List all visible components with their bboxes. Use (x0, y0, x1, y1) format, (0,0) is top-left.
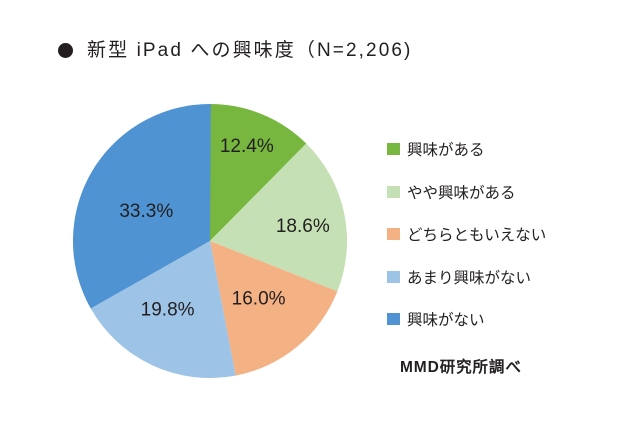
svg-text:18.6%: 18.6% (276, 216, 330, 237)
svg-text:33.3%: 33.3% (119, 201, 173, 222)
svg-text:16.0%: 16.0% (232, 289, 286, 310)
svg-text:19.8%: 19.8% (141, 300, 195, 321)
svg-text:12.4%: 12.4% (220, 136, 274, 157)
